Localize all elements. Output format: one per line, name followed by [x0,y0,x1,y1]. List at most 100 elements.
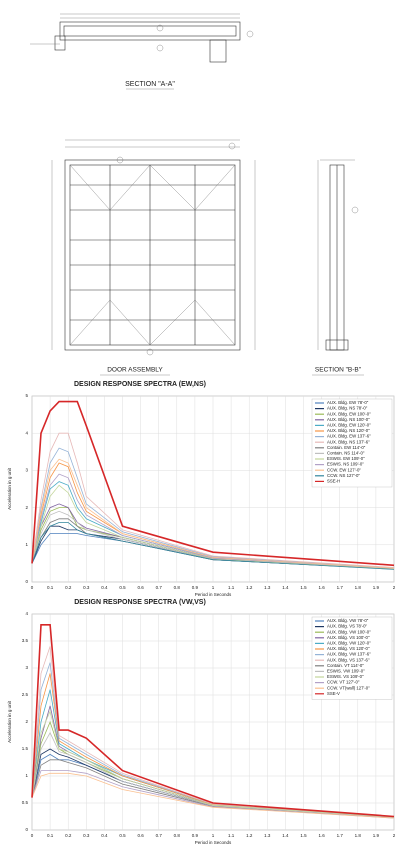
series-line [31,673,395,818]
drawing-section-b: SECTION "B-B" [312,159,364,376]
series-line [31,646,395,817]
legend-label: Contain. VT 114'-0" [327,663,364,668]
legend-label: AUX. Bldg. NS 78'-0" [327,406,368,411]
x-tick-label: 0.5 [119,585,126,590]
series-line [31,484,395,569]
legend-label: AUX. Bldg. VW 100'-0" [327,629,371,634]
drawing-section-a: SECTION "A-A" [30,13,254,90]
x-tick-label: 0 [31,833,34,838]
series-line [31,624,395,818]
x-tick-label: 1.7 [337,585,344,590]
legend-label: CCW. VT 127'-0" [327,680,360,685]
y-tick-label: 3.5 [22,638,29,643]
series-line [31,447,395,569]
legend-label: SSE-H [327,479,340,484]
legend-label: AUX. Bldg. VS 100'-0" [327,635,370,640]
x-tick-label: 0.7 [156,585,163,590]
x-tick-label: 1 [212,585,215,590]
x-tick-label: 1.2 [246,833,253,838]
x-axis-label: Period in Seconds [195,592,232,597]
x-axis-label: Period in Seconds [195,840,232,845]
legend-label: AUX. Bldg. NS 137'-6" [327,439,370,444]
x-tick-label: 0 [31,585,34,590]
y-tick-label: 0 [25,827,28,832]
x-tick-label: 0.4 [101,585,108,590]
x-tick-label: 0.3 [83,585,90,590]
x-tick-label: 1.6 [318,585,325,590]
x-tick-label: 1.1 [228,833,235,838]
x-tick-label: 1.6 [318,833,325,838]
legend-label: AUX. Bldg. VW 78'-0" [327,618,369,623]
x-tick-label: 0.1 [47,833,54,838]
y-axis-label: Acceleration in g unit [7,467,12,510]
legend-label: ESWIS. EW 109'-0" [327,456,365,461]
legend-label: AUX. Bldg. NS 120'-0" [327,428,370,433]
x-tick-label: 0.8 [174,833,181,838]
y-tick-label: 1 [25,773,28,778]
legend-box [311,398,393,488]
x-tick-label: 1.4 [282,833,289,838]
legend-label: AUX. Bldg. EW 120'-0" [327,423,371,428]
x-tick-label: 1.7 [337,833,344,838]
x-tick-label: 0.2 [65,585,72,590]
y-tick-label: 1 [25,542,28,547]
x-tick-label: 0.6 [137,833,144,838]
x-tick-label: 1.8 [355,833,362,838]
x-tick-label: 1.4 [282,585,289,590]
y-tick-label: 1.5 [22,746,29,751]
legend-label: AUX. Bldg. VS 78'-0" [327,624,368,629]
series-line [31,709,395,818]
x-tick-label: 0.9 [192,585,199,590]
x-tick-label: 2 [393,833,396,838]
x-tick-label: 0.7 [156,833,163,838]
legend-label: SSE-V [327,691,340,696]
series-line [31,400,395,567]
y-tick-label: 5 [25,393,28,398]
x-tick-label: 0.6 [137,585,144,590]
chart-title: DESIGN RESPONSE SPECTRA (EW,NS) [74,381,206,388]
legend-label: Contain. EW 114'-0" [327,445,366,450]
legend-label: Contain. NS 114'-0" [327,451,365,456]
x-tick-label: 1.9 [373,833,380,838]
x-tick-label: 1.3 [264,833,271,838]
legend-label: AUX. Bldg. VW 137'-6" [327,652,371,657]
y-tick-label: 4 [25,611,28,616]
legend-label: AUX. Bldg. NS 100'-0" [327,417,370,422]
legend-label: ESWIS. NS 109'-0" [327,462,364,467]
y-tick-label: 2.5 [22,692,29,697]
legend-label: CCW. NS 127'-0" [327,473,360,478]
x-tick-label: 1.8 [355,585,362,590]
legend-label: AUX. Bldg. EW 137'-6" [327,434,371,439]
section-label: SECTION "A-A" [125,81,175,88]
x-tick-label: 1.2 [246,585,253,590]
series-line [31,432,395,568]
x-tick-label: 0.8 [174,585,181,590]
series-line [31,731,395,818]
y-tick-label: 2 [25,719,28,724]
drawing-door-assembly: DOOR ASSEMBLY [51,139,256,376]
y-tick-label: 2 [25,505,28,510]
legend-label: ESWIS. VW 109'-0" [327,669,365,674]
x-tick-label: 0.1 [47,585,54,590]
x-tick-label: 1.3 [264,585,271,590]
series-line [31,522,395,570]
series-line [31,473,395,569]
x-tick-label: 1.1 [228,585,235,590]
legend-label: AUX. Bldg. VW 120'-0" [327,641,371,646]
y-tick-label: 0 [25,579,28,584]
y-tick-label: 0.5 [22,800,29,805]
y-tick-label: 3 [25,468,28,473]
x-tick-label: 0.4 [101,833,108,838]
x-tick-label: 0.2 [65,833,72,838]
series-line [31,772,395,819]
x-tick-label: 1 [212,833,215,838]
legend-label: CCW. VT(wall) 127'-0" [327,685,370,690]
legend-label: AUX. Bldg. EW 100'-0" [327,411,371,416]
legend-label: AUX. Bldg. EW 78'-0" [327,400,369,405]
legend-label: AUX. Bldg. VS 120'-0" [327,646,370,651]
y-axis-label: Acceleration in g unit [7,700,12,743]
series-line [31,770,395,819]
x-tick-label: 1.9 [373,585,380,590]
x-tick-label: 0.9 [192,833,199,838]
x-tick-label: 0.5 [119,833,126,838]
